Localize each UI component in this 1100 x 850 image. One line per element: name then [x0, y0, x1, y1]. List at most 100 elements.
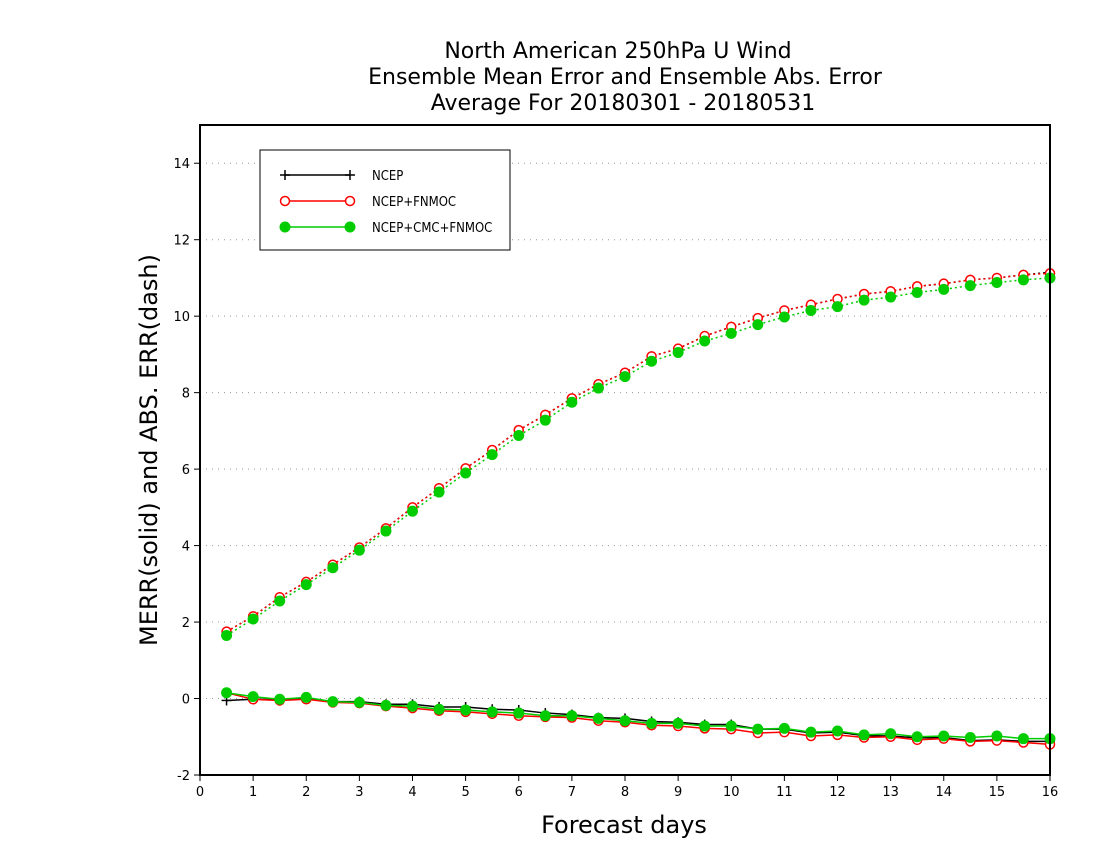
merr-point [805, 726, 817, 738]
x-tick-label: 4 [408, 785, 416, 800]
merr-point [911, 731, 923, 743]
merr-point [832, 725, 843, 737]
abs-err-point [407, 505, 418, 517]
series-ncep-cmc-fnmoc [221, 272, 1056, 745]
y-tick-label: 12 [173, 234, 190, 249]
y-tick-label: 2 [182, 616, 190, 631]
plot-frame [199, 124, 1051, 776]
merr-point [858, 729, 870, 741]
merr-point [885, 728, 897, 740]
x-tick-label: 12 [829, 785, 846, 800]
merr-point [300, 691, 312, 703]
x-tick-label: 8 [621, 785, 629, 800]
y-tick-label: 6 [182, 463, 190, 478]
x-axis-title: Forecast days [541, 811, 707, 839]
x-tick-label: 9 [674, 785, 682, 800]
plot-series [221, 267, 1056, 750]
x-tick-label: 3 [355, 785, 363, 800]
legend-label: NCEP+CMC+FNMOC [372, 221, 492, 236]
legend-label: NCEP [372, 169, 403, 184]
x-tick-label: 15 [989, 785, 1006, 800]
legend-label: NCEP+FNMOC [372, 195, 456, 210]
chart-title: North American 250hPa U Wind Ensemble Me… [368, 39, 883, 116]
x-tick-label: 2 [302, 785, 310, 800]
y-tick-label: 4 [182, 540, 190, 555]
merr-point [672, 717, 684, 729]
merr-point [327, 696, 339, 708]
y-tick-label: 10 [173, 310, 190, 325]
merr-point [247, 691, 259, 703]
x-tick-label: 10 [723, 785, 740, 800]
abs-err-point [433, 486, 445, 498]
series-ncep [221, 267, 1055, 747]
abs-err-point [646, 355, 658, 367]
abs-err-point [991, 277, 1003, 289]
abs-err-point [247, 613, 259, 625]
y-tick-label: -2 [177, 769, 190, 784]
merr-point [460, 704, 472, 716]
abs-err-point [353, 544, 365, 556]
abs-err-point [460, 467, 472, 479]
x-tick-label: 0 [196, 785, 204, 800]
abs-err-point [805, 304, 817, 316]
y-tick-label: 8 [182, 387, 190, 402]
abs-err-point [327, 562, 339, 574]
x-tick-label: 5 [461, 785, 469, 800]
merr-point [778, 722, 790, 734]
merr-point [380, 699, 392, 711]
abs-err-point [752, 319, 764, 331]
chart-title-line-1: North American 250hPa U Wind [444, 39, 791, 64]
merr-point [353, 696, 365, 708]
merr-point [592, 712, 604, 724]
abs-err-point [699, 335, 711, 347]
merr-point [619, 715, 631, 727]
merr-point [539, 710, 551, 722]
merr-point [433, 703, 445, 715]
abs-err-point [725, 327, 737, 339]
abs-err-point [513, 429, 525, 441]
merr-point [991, 730, 1003, 742]
legend-box [259, 149, 511, 251]
merr-point [1017, 733, 1029, 745]
abs-err-point [1017, 274, 1029, 286]
chart-title-line-2: Ensemble Mean Error and Ensemble Abs. Er… [368, 65, 883, 90]
merr-point [964, 732, 976, 744]
abs-err-point [300, 579, 312, 591]
merr-point [513, 707, 525, 719]
merr-line-ncep [226, 697, 1050, 743]
x-tick-label: 6 [515, 785, 523, 800]
merr-point [725, 720, 737, 732]
abs-err-point [858, 294, 870, 306]
merr-point [274, 693, 286, 705]
abs-err-point [619, 371, 631, 383]
merr-point [566, 710, 578, 722]
merr-point [699, 720, 711, 732]
abs-err-point [778, 311, 790, 323]
abs-err-line-ncep-cmc-fnmoc [226, 277, 1051, 637]
merr-point [752, 723, 764, 735]
x-tick-label: 7 [568, 785, 576, 800]
y-axis-title: MERR(solid) and ABS. ERR(dash) [135, 254, 163, 646]
legend-item-ncep-fnmoc: NCEP+FNMOC [279, 195, 456, 210]
abs-err-point [274, 595, 286, 607]
x-tick-label: 13 [882, 785, 899, 800]
abs-err-point [832, 301, 843, 313]
abs-err-point [885, 291, 897, 303]
x-tick-label: 1 [249, 785, 257, 800]
merr-point [646, 717, 658, 729]
legend-item-ncep: NCEP [280, 169, 403, 184]
x-tick-label: 14 [935, 785, 952, 800]
abs-err-point [221, 629, 233, 641]
abs-err-point [566, 396, 578, 408]
merr-line-ncep-cmc-fnmoc [226, 692, 1050, 740]
grid [200, 162, 1050, 700]
chart-title-line-3: Average For 20180301 - 20180531 [431, 91, 816, 116]
abs-err-line-ncep-fnmoc [226, 272, 1051, 633]
merr-point [407, 700, 418, 712]
abs-err-point [539, 414, 551, 426]
abs-err-point [938, 283, 950, 295]
abs-err-point [380, 525, 392, 537]
legend-marker [279, 195, 291, 207]
y-tick-label: 0 [182, 693, 190, 708]
